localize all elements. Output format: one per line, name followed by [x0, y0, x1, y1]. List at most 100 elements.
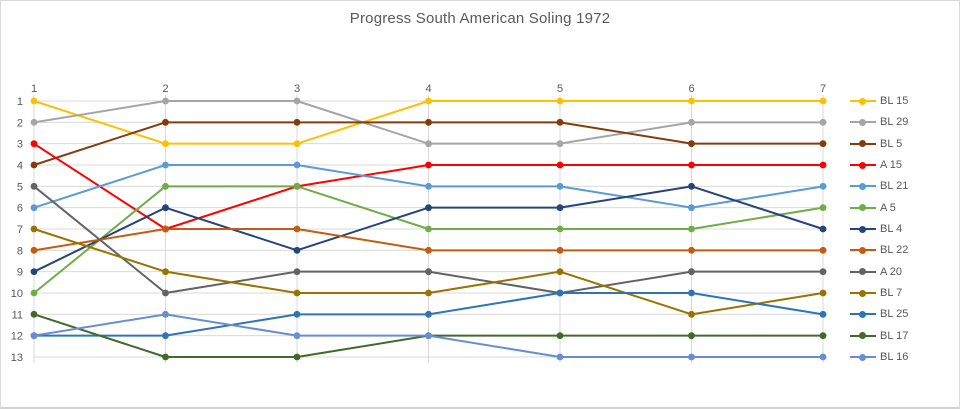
- x-tick-label: 3: [294, 83, 300, 95]
- series-marker: [556, 97, 564, 105]
- series-marker: [819, 97, 827, 105]
- series-marker: [688, 268, 695, 276]
- series-marker: [425, 204, 432, 212]
- series-marker: [688, 246, 695, 254]
- series-bl-21: [30, 161, 827, 212]
- series-marker: [819, 204, 827, 212]
- y-tick-label: 4: [17, 160, 23, 172]
- series-marker: [688, 225, 695, 233]
- series-marker: [162, 310, 169, 318]
- series-marker: [819, 246, 827, 254]
- series-marker: [30, 332, 38, 340]
- legend-label: A 15: [880, 159, 903, 171]
- y-tick-label: 1: [17, 96, 23, 108]
- series-marker: [30, 182, 38, 190]
- series-marker: [819, 353, 827, 361]
- series-marker: [293, 161, 301, 169]
- series-marker: [556, 118, 564, 126]
- y-tick-label: 13: [11, 352, 23, 364]
- legend-swatch: [850, 246, 876, 255]
- series-bl-5: [30, 118, 827, 169]
- series-marker: [819, 289, 827, 297]
- series-a-5: [30, 182, 827, 297]
- series-marker: [293, 268, 301, 276]
- series-bl-22: [30, 225, 827, 254]
- series-bl-16: [30, 310, 827, 361]
- series-marker: [30, 161, 38, 169]
- series-marker: [556, 182, 564, 190]
- series-marker: [688, 97, 695, 105]
- series-marker: [819, 268, 827, 276]
- series-marker: [293, 310, 301, 318]
- legend-label: BL 5: [880, 137, 903, 150]
- series-marker: [162, 182, 169, 190]
- series-marker: [425, 268, 432, 276]
- series-marker: [688, 161, 695, 169]
- legend-item-bl-17: BL 17: [850, 328, 908, 344]
- series-marker: [688, 353, 695, 361]
- series-marker: [556, 268, 564, 276]
- series-bl-29: [30, 97, 827, 148]
- series-marker: [162, 140, 169, 148]
- series-marker: [293, 118, 301, 126]
- series-marker: [556, 246, 564, 254]
- series-marker: [688, 332, 695, 340]
- legend-label: A 20: [880, 265, 903, 278]
- series-marker: [556, 353, 564, 361]
- legend-item-bl-16: BL 16: [850, 349, 908, 365]
- series-marker: [688, 289, 695, 297]
- series-marker: [425, 140, 432, 148]
- legend-label: BL 4: [880, 223, 903, 235]
- series-marker: [30, 225, 38, 233]
- legend-swatch: [850, 289, 876, 298]
- series-bl-15: [30, 97, 827, 148]
- series-bl-4: [30, 182, 827, 276]
- series-marker: [556, 140, 564, 148]
- legend-item-bl-5: BL 5: [850, 136, 902, 152]
- series-marker: [425, 97, 432, 105]
- legend-swatch: [850, 118, 876, 127]
- legend-label: BL 17: [880, 329, 909, 342]
- chart-title: Progress South American Soling 1972: [349, 10, 611, 27]
- series-marker: [819, 118, 827, 126]
- series-marker: [819, 225, 827, 233]
- series-marker: [293, 246, 301, 254]
- x-tick-label: 7: [820, 83, 826, 95]
- series-marker: [556, 161, 564, 169]
- series-marker: [425, 225, 432, 233]
- series-marker: [30, 118, 38, 126]
- y-tick-label: 5: [17, 181, 23, 193]
- legend-swatch: [850, 182, 876, 191]
- y-tick-label: 12: [11, 331, 23, 343]
- series-marker: [556, 204, 564, 212]
- legend-swatch: [850, 203, 876, 212]
- series-marker: [30, 246, 38, 254]
- legend-swatch: [850, 267, 876, 276]
- series-marker: [688, 204, 695, 212]
- series-marker: [688, 310, 695, 318]
- series-marker: [162, 118, 169, 126]
- series-marker: [425, 246, 432, 254]
- series-marker: [293, 97, 301, 105]
- series-marker: [30, 204, 38, 212]
- series-marker: [30, 97, 38, 105]
- series-marker: [162, 268, 169, 276]
- y-tick-label: 2: [17, 117, 23, 129]
- series-marker: [30, 268, 38, 276]
- y-tick-label: 7: [17, 224, 23, 236]
- series-marker: [293, 332, 301, 340]
- series-marker: [556, 225, 564, 233]
- series-marker: [425, 118, 432, 126]
- series-marker: [30, 289, 38, 297]
- x-tick-label: 5: [557, 83, 563, 95]
- legend-swatch: [850, 353, 876, 362]
- x-tick-label: 2: [162, 83, 168, 95]
- series-marker: [30, 140, 38, 148]
- series-marker: [293, 225, 301, 233]
- x-tick-label: 6: [688, 83, 694, 95]
- series-marker: [293, 182, 301, 190]
- series-marker: [162, 204, 169, 212]
- y-tick-label: 6: [17, 203, 23, 215]
- legend-swatch: [850, 97, 876, 106]
